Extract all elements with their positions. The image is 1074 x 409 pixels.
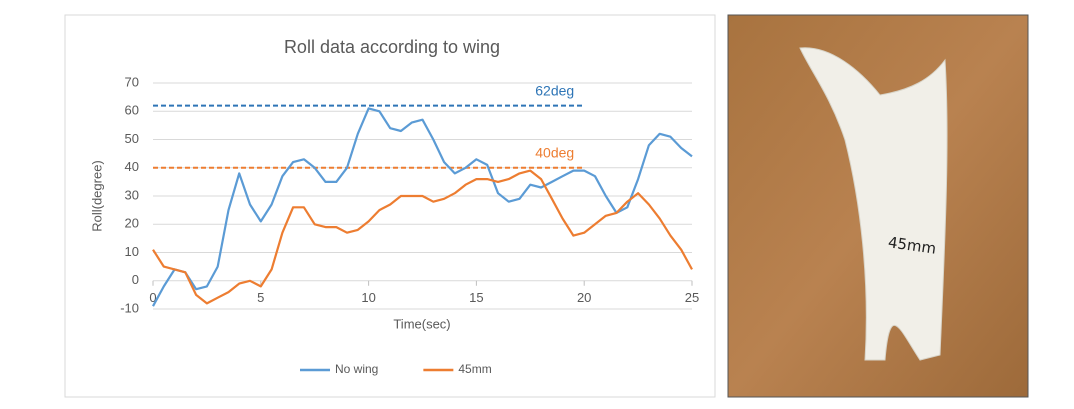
- x-tick-label: 5: [257, 290, 264, 305]
- y-tick-label: -10: [120, 300, 139, 315]
- x-tick-label: 0: [149, 290, 156, 305]
- y-tick-label: 10: [125, 244, 139, 259]
- x-tick-label: 10: [361, 290, 375, 305]
- x-tick-label: 20: [577, 290, 591, 305]
- y-tick-label: 40: [125, 159, 139, 174]
- series-line: [152, 169, 693, 305]
- y-tick-label: 30: [125, 187, 139, 202]
- wing: [799, 47, 948, 361]
- plot-area: -10 0 10 20 30 40 50 60 70 0 5 10 15 20 25 62deg 40deg No…: [120, 74, 699, 376]
- y-tick-label: 20: [125, 216, 139, 231]
- chart-title: Roll data according to wing: [284, 37, 500, 57]
- x-tick-label: 15: [469, 290, 483, 305]
- legend-label: 45mm: [458, 362, 491, 376]
- y-axis-title: Roll(degree): [89, 160, 104, 232]
- y-tick-label: 60: [125, 103, 139, 118]
- chart-frame: [64, 14, 716, 398]
- y-tick-label: 70: [125, 74, 139, 89]
- x-axis-title: Time(sec): [393, 316, 450, 331]
- photo: 45mm: [727, 14, 1029, 398]
- legend-label: No wing: [335, 362, 378, 376]
- y-tick-label: 0: [132, 272, 139, 287]
- x-tick-label: 25: [685, 290, 699, 305]
- series-line: [152, 107, 693, 307]
- y-tick-label: 50: [125, 131, 139, 146]
- annotation: 40deg: [535, 144, 574, 160]
- annotation: 62deg: [535, 82, 574, 98]
